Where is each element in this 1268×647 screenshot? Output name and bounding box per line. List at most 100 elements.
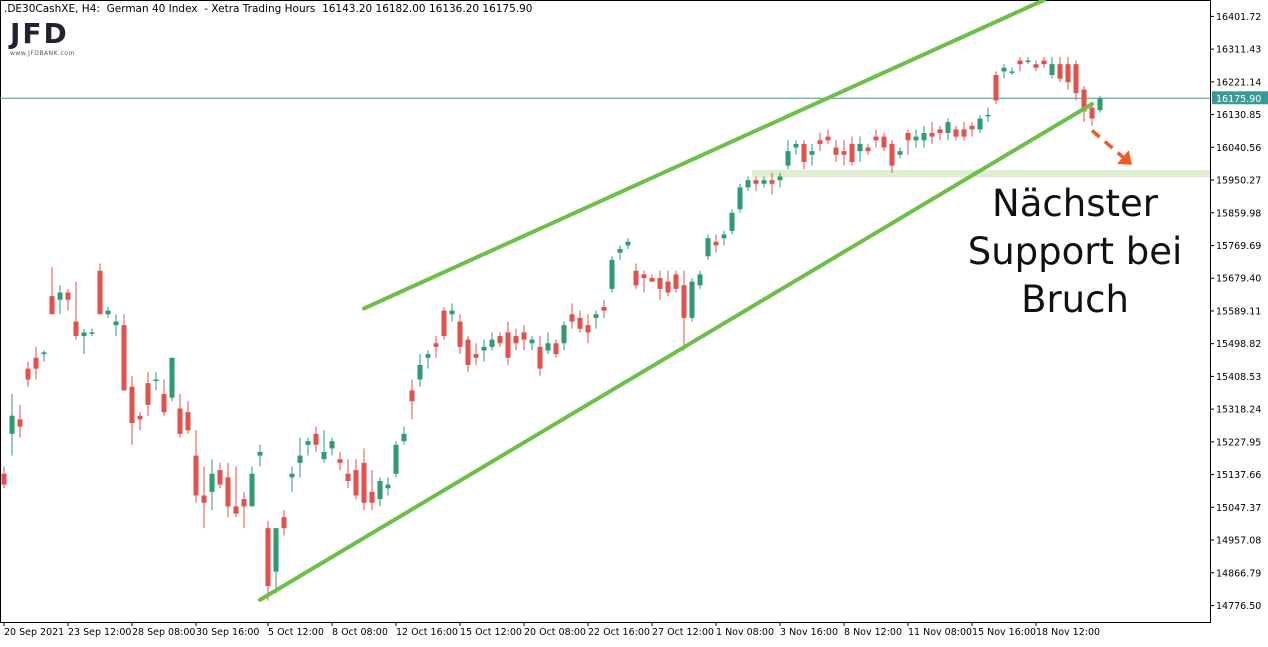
bear-candle: [849, 143, 855, 163]
bear-candle: [137, 415, 143, 420]
bull-candle: [617, 249, 623, 253]
bear-candle: [121, 325, 127, 391]
y-tick-label: 16401.72: [1216, 12, 1261, 23]
bear-candle: [969, 125, 975, 130]
bull-candle: [737, 187, 743, 210]
bull-candle: [897, 151, 903, 155]
bull-candle: [393, 444, 399, 474]
y-tick-label: 15589.11: [1216, 306, 1261, 317]
bear-candle: [265, 528, 271, 587]
bear-candle: [361, 462, 367, 503]
bear-candle: [713, 241, 719, 246]
bull-candle: [689, 281, 695, 318]
bear-candle: [73, 321, 79, 337]
bull-candle: [209, 473, 215, 492]
x-tick-label: 12 Oct 16:00: [396, 627, 458, 638]
lower-channel-line: [258, 102, 1094, 602]
x-tick-label: 15 Nov 16:00: [972, 627, 1036, 638]
logo-wordmark: JFD: [10, 17, 69, 50]
bull-candle: [9, 415, 15, 434]
bear-candle: [225, 477, 231, 507]
y-tick-label: 15408.53: [1216, 372, 1261, 383]
upper-channel-line: [362, 0, 1046, 311]
bear-candle: [1081, 89, 1087, 112]
current-price-label-bg: [1212, 91, 1268, 105]
bull-candle: [793, 143, 799, 148]
jfd-logo: JFD www.JFDBANK.com: [10, 17, 75, 58]
bear-candle: [521, 332, 527, 340]
bear-candle: [193, 455, 199, 496]
bull-candle: [449, 310, 455, 315]
bear-candle: [641, 274, 647, 279]
bear-candle: [633, 270, 639, 286]
support-zone: [752, 169, 1210, 178]
bear-candle: [1057, 64, 1063, 79]
bull-candle: [545, 343, 551, 351]
bear-candle: [129, 386, 135, 424]
x-tick-label: 3 Nov 16:00: [780, 627, 838, 638]
bull-candle: [321, 452, 327, 460]
bull-candle: [257, 452, 263, 456]
bear-candle: [313, 433, 319, 445]
bear-candle: [457, 321, 463, 347]
bear-candle: [49, 296, 55, 315]
y-tick-label: 14776.50: [1216, 601, 1261, 612]
y-tick-label: 15859.98: [1216, 208, 1261, 219]
bear-candle: [345, 473, 351, 481]
x-tick-label: 18 Nov 12:00: [1036, 627, 1100, 638]
bear-candle: [505, 332, 511, 358]
bull-candle: [249, 473, 255, 507]
bear-candle: [1017, 60, 1023, 65]
bear-candle: [961, 129, 967, 137]
bull-candle: [81, 332, 87, 337]
logo-url: www.JFDBANK.com: [10, 50, 75, 57]
x-tick-label: 11 Nov 08:00: [908, 627, 972, 638]
bear-candle: [145, 383, 151, 405]
bear-candle: [97, 270, 103, 315]
bull-candle: [985, 114, 991, 117]
y-tick-label: 15950.27: [1216, 176, 1261, 187]
bull-candle: [625, 241, 631, 246]
bear-candle: [1065, 64, 1071, 83]
bear-candle: [513, 336, 519, 344]
bear-candle: [873, 136, 879, 141]
bull-candle: [1001, 67, 1007, 72]
bear-candle: [929, 133, 935, 137]
bear-candle: [553, 343, 559, 355]
y-tick-label: 15769.69: [1216, 241, 1261, 252]
bull-candle: [1009, 71, 1015, 73]
bear-candle: [497, 336, 503, 344]
bear-candle: [865, 147, 871, 152]
bear-candle: [369, 491, 375, 503]
bear-candle: [673, 274, 679, 289]
bear-candle: [465, 339, 471, 366]
y-tick-label: 15318.24: [1216, 405, 1261, 416]
bull-candle: [609, 259, 615, 289]
bull-candle: [489, 339, 495, 347]
bear-candle: [881, 136, 887, 148]
bull-candle: [921, 133, 927, 141]
bear-candle: [185, 412, 191, 431]
y-tick-label: 15227.95: [1216, 437, 1261, 448]
bull-candle: [761, 180, 767, 184]
bear-candle: [753, 180, 759, 184]
bear-candle: [33, 357, 39, 369]
y-tick-label: 15679.40: [1216, 274, 1261, 285]
bull-candle: [785, 151, 791, 166]
bear-candle: [825, 136, 831, 141]
chart-header: .DE30CashXE, H4: German 40 Index - Xetra…: [4, 3, 533, 15]
x-tick-label: 22 Oct 16:00: [588, 627, 650, 638]
bull-candle: [297, 455, 303, 463]
bear-candle: [905, 133, 911, 141]
bull-candle: [41, 352, 47, 355]
bull-candle: [401, 433, 407, 442]
bull-candle: [425, 354, 431, 358]
y-tick-label: 15498.82: [1216, 339, 1261, 350]
bull-candle: [385, 484, 391, 489]
bear-candle: [473, 354, 479, 358]
x-tick-label: 20 Sep 2021: [4, 627, 64, 638]
bear-candle: [1089, 107, 1095, 119]
bull-candle: [1097, 98, 1103, 111]
